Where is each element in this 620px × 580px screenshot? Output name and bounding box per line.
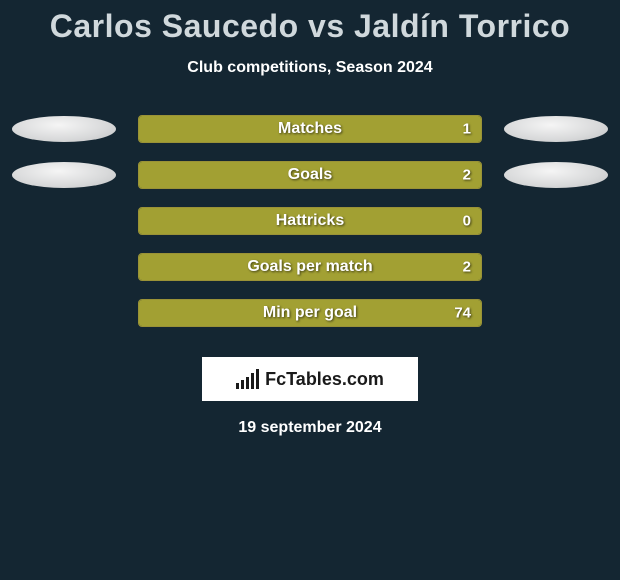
stat-bar: Min per goal74: [138, 299, 482, 327]
stat-row: Goals2: [0, 161, 620, 189]
stat-bar: Goals2: [138, 161, 482, 189]
stat-bar: Hattricks0: [138, 207, 482, 235]
player-two-ellipse: [504, 162, 608, 188]
player-one-ellipse: [12, 254, 116, 280]
player-two-ellipse: [504, 208, 608, 234]
logo-bar-segment: [241, 380, 244, 389]
player-two-ellipse: [504, 254, 608, 280]
stat-bar: Goals per match2: [138, 253, 482, 281]
fctables-logo: FcTables.com: [202, 357, 418, 401]
stat-bar: Matches1: [138, 115, 482, 143]
stat-value: 2: [463, 259, 471, 276]
logo-bar-segment: [256, 369, 259, 389]
logo-text: FcTables.com: [265, 369, 384, 390]
date-label: 19 september 2024: [0, 419, 620, 437]
stat-value: 74: [454, 305, 471, 322]
stat-row: Hattricks0: [0, 207, 620, 235]
stat-row: Min per goal74: [0, 299, 620, 327]
player-one-ellipse: [12, 300, 116, 326]
stat-row: Matches1: [0, 115, 620, 143]
logo-bar-segment: [246, 377, 249, 389]
player-one-ellipse: [12, 208, 116, 234]
stat-label: Hattricks: [139, 212, 481, 230]
logo-bar-segment: [236, 383, 239, 389]
player-one-ellipse: [12, 162, 116, 188]
stat-label: Goals: [139, 166, 481, 184]
stat-label: Goals per match: [139, 258, 481, 276]
stat-row: Goals per match2: [0, 253, 620, 281]
stat-label: Min per goal: [139, 304, 481, 322]
stat-value: 0: [463, 213, 471, 230]
subtitle: Club competitions, Season 2024: [0, 59, 620, 77]
stats-area: Matches1Goals2Hattricks0Goals per match2…: [0, 115, 620, 327]
player-two-ellipse: [504, 116, 608, 142]
page-title: Carlos Saucedo vs Jaldín Torrico: [0, 8, 620, 45]
stat-label: Matches: [139, 120, 481, 138]
player-two-ellipse: [504, 300, 608, 326]
logo-bar-segment: [251, 373, 254, 389]
stat-value: 1: [463, 121, 471, 138]
stat-value: 2: [463, 167, 471, 184]
logo-bars-icon: [236, 369, 259, 389]
player-one-ellipse: [12, 116, 116, 142]
